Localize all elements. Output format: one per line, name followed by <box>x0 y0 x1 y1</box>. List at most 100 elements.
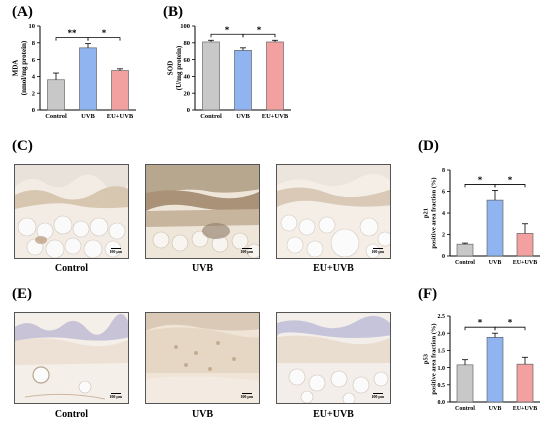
y-tick-label: 0 <box>32 107 35 114</box>
significance-label: * <box>508 175 513 185</box>
panel-label-f: (F) <box>418 286 438 302</box>
x-tick-label: EU+UVB <box>513 406 537 412</box>
significance-label: * <box>508 318 513 328</box>
y-axis-label: positive area fraction (%) <box>430 177 437 248</box>
chart-sod: 0 20 40 60 80 100 SOD (U/mg protein) Control UVB E… <box>166 23 291 120</box>
bar <box>202 41 220 111</box>
panel-label-d: (D) <box>418 138 439 154</box>
scale-bar <box>242 248 252 249</box>
y-tick-label: 2 <box>442 233 445 239</box>
panel-label-c: (C) <box>12 138 33 154</box>
y-tick-label: 2.5 <box>438 314 446 320</box>
y-tick-label: 20 <box>184 90 191 97</box>
x-tick-label: EU+UVB <box>107 113 134 120</box>
y-tick-label: 80 <box>184 40 191 47</box>
scale-bar <box>373 248 383 249</box>
y-tick-label: 6 <box>32 57 36 64</box>
micrograph-c-control: 100 μm <box>14 164 129 259</box>
image-label-c-eu-uvb: EU+UVB <box>313 263 354 274</box>
bar <box>47 79 65 111</box>
image-label-e-control: Control <box>54 409 89 420</box>
micrograph-c-uvb: 100 μm <box>145 164 260 259</box>
bar <box>234 50 252 111</box>
significance-bracket <box>87 37 121 41</box>
y-axis-label: p21 <box>422 208 429 218</box>
chart-mda: 0 2 4 6 8 10 MDA (nmol/mg protein) Control UVB EU+… <box>11 23 136 120</box>
scale-bar-label: 100 μm <box>240 394 253 399</box>
x-tick-label: EU+UVB <box>513 260 537 266</box>
y-tick-label: 6 <box>442 190 445 196</box>
y-tick-label: 10 <box>29 23 36 30</box>
significance-label: * <box>225 25 230 35</box>
significance-label: ** <box>68 28 78 38</box>
tissue-control-e <box>15 313 128 403</box>
scale-bar <box>242 393 252 394</box>
bar <box>79 47 97 111</box>
y-tick-label: 2.0 <box>438 331 446 337</box>
bar <box>266 41 284 111</box>
y-tick-label: 2 <box>32 90 35 97</box>
significance-label: * <box>478 175 483 185</box>
scale-bar-label: 100 μm <box>371 394 384 399</box>
x-tick-label: UVB <box>489 260 502 266</box>
y-axis-label: SOD <box>166 61 174 75</box>
image-label-e-eu-uvb: EU+UVB <box>313 409 354 420</box>
y-tick-label: 4 <box>442 211 445 217</box>
significance-label: * <box>102 28 107 38</box>
y-axis-label: positive area fraction (%) <box>430 323 437 394</box>
y-axis-label: p53 <box>422 353 429 364</box>
y-tick-label: 0.5 <box>438 383 446 389</box>
y-axis-label: (nmol/mg protein) <box>20 40 28 95</box>
y-tick-label: 60 <box>184 57 191 64</box>
y-tick-label: 40 <box>184 74 191 81</box>
bar <box>456 364 474 403</box>
bar <box>111 70 129 111</box>
y-tick-label: 100 <box>180 23 190 30</box>
y-axis-label: MDA <box>11 60 19 77</box>
y-tick-label: 1.0 <box>438 366 446 372</box>
tissue-uvb-c <box>146 165 259 258</box>
image-label-c-uvb: UVB <box>191 263 214 274</box>
y-tick-label: 1.5 <box>438 349 446 355</box>
x-tick-label: UVB <box>489 406 502 412</box>
panel-label-e: (E) <box>12 286 32 302</box>
x-tick-label: UVB <box>81 113 95 120</box>
chart-p21: 0 2 4 6 8 p21 positive area fraction (%) Contro… <box>422 168 540 266</box>
x-tick-label: UVB <box>236 113 250 120</box>
significance-label: * <box>257 25 262 35</box>
bar <box>486 199 504 257</box>
micrograph-c-eu-uvb: 100 μm <box>276 164 391 259</box>
y-tick-label: 0.0 <box>438 400 446 406</box>
scale-bar-label: 100 μm <box>240 249 253 254</box>
panel-label-a: (A) <box>12 4 33 20</box>
scale-bar-label: 100 μm <box>109 394 122 399</box>
bar <box>486 337 504 403</box>
tissue-control-c <box>15 165 128 258</box>
y-tick-label: 0 <box>187 107 190 114</box>
tissue-uvb-e <box>146 313 259 403</box>
x-tick-label: Control <box>455 260 475 266</box>
bar <box>516 363 534 403</box>
scale-bar <box>111 393 121 394</box>
y-axis-label: (U/mg protein) <box>175 45 183 90</box>
y-tick-label: 8 <box>32 40 36 47</box>
image-label-e-uvb: UVB <box>191 409 214 420</box>
x-tick-label: Control <box>200 113 222 120</box>
micrograph-e-eu-uvb: 100 μm <box>276 312 391 404</box>
micrograph-e-uvb: 100 μm <box>145 312 260 404</box>
scale-bar-label: 100 μm <box>109 249 122 254</box>
scale-bar-label: 100 μm <box>371 249 384 254</box>
image-label-c-control: Control <box>54 263 89 274</box>
significance-bracket <box>494 184 526 188</box>
bar <box>516 233 534 257</box>
bar <box>456 243 474 257</box>
x-tick-label: Control <box>455 406 475 412</box>
y-tick-label: 4 <box>32 74 36 81</box>
y-tick-label: 0 <box>442 254 445 260</box>
y-tick-label: 8 <box>442 168 445 174</box>
x-tick-label: EU+UVB <box>262 113 289 120</box>
chart-p53: 0.0 0.5 1.0 1.5 2.0 2.5 p53 positive area fract… <box>422 314 540 412</box>
significance-bracket <box>494 326 526 331</box>
tissue-eu-uvb-e <box>277 313 390 403</box>
significance-bracket <box>242 33 276 38</box>
